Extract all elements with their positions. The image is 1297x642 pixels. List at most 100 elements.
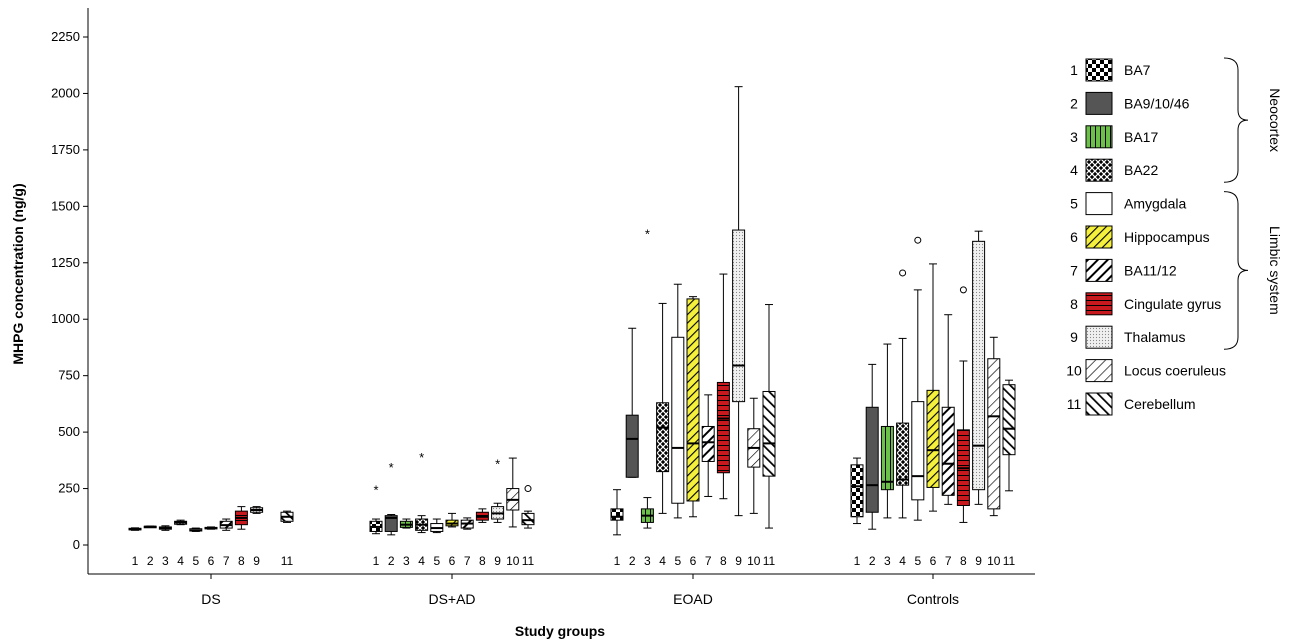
box-body [941,406,955,496]
region-number-label: 2 [629,554,636,568]
box-thalamus [250,506,264,514]
box-body [701,425,715,462]
region-number-label: 2 [388,554,395,568]
box-locus-coeruleus [747,397,761,514]
legend-item-locus-coeruleus: 10 Locus coeruleus [1066,359,1226,383]
legend-item-ba9-10-46: 2 BA9/10/46 [1070,91,1190,115]
legend-swatch [1085,192,1113,216]
region-number-label: 10 [506,554,520,568]
box-locus-coeruleus [987,336,1001,517]
x-tick-label: Controls [907,591,959,607]
region-number-label: 8 [720,554,727,568]
legend-swatch [1085,359,1113,383]
group-DS+AD: 1 2 3 4 5 6 7 8 9 10 11 * * * * [369,450,535,568]
legend: 1 BA7 2 BA9/10/46 3 BA17 4 BA22 5 Amygdala 6 Hippoc… [1066,57,1283,416]
group-DS: 1 2 3 4 5 6 7 8 9 11 [128,506,294,568]
box-ba22 [174,519,188,526]
outlier-point [899,269,907,277]
box-hippocampus [445,512,459,528]
bracket-line [1223,191,1249,350]
outlier-point [959,286,967,294]
box-body [686,298,700,502]
box-ba9-10-46 [865,363,879,530]
box-hippocampus [926,263,940,512]
x-tick-label: EOAD [673,591,713,607]
legend-number: 7 [1070,262,1078,278]
box-ba11-12 [460,517,474,530]
box-body [384,515,398,532]
outlier-point [524,485,532,493]
box-cingulate-gyrus [475,508,489,523]
box-ba9-10-46 [143,525,157,529]
region-number-label: 7 [464,554,471,568]
region-number-label: 3 [884,554,891,568]
legend-swatch [1085,225,1113,249]
legend-number: 9 [1070,329,1078,345]
outlier-extreme: * [645,226,650,241]
region-number-label: 8 [960,554,967,568]
box-body [896,422,910,486]
legend-swatch [1085,325,1113,349]
box-body [610,508,624,521]
region-number-label: 3 [644,554,651,568]
box-body [865,406,879,513]
y-tick-label: 250 [58,481,80,496]
legend-swatch [1085,392,1113,416]
legend-label: BA7 [1124,62,1151,78]
box-cerebellum [1002,379,1016,492]
box-ba17 [640,497,654,529]
legend-swatch [1085,258,1113,282]
legend-swatch [1085,292,1113,316]
box-hippocampus [686,296,700,518]
outlier-extreme: * [419,450,424,465]
box-ba7 [128,527,142,531]
region-number-label: 6 [449,554,456,568]
bracket-limbic-system: Limbic system [1223,191,1283,350]
box-ba22 [656,302,670,514]
box-ba11-12 [701,394,715,497]
region-number-label: 2 [869,554,876,568]
legend-swatch [1085,91,1113,115]
box-amygdala [189,527,203,532]
legend-item-ba7: 1 BA7 [1070,58,1151,82]
legend-number: 1 [1070,62,1078,78]
region-number-label: 10 [987,554,1001,568]
legend-label: Locus coeruleus [1124,363,1226,379]
y-tick-label: 2000 [51,85,80,100]
legend-number: 8 [1070,296,1078,312]
box-ba11-12 [219,518,233,531]
group-EOAD: 1 2 3 4 5 6 7 8 9 10 11 * [610,86,776,568]
axes: 0 250 500 750 1000 1250 1500 1750 2000 2250 DS DS+A… [51,8,1035,607]
plot-area: 1 2 3 4 5 6 7 8 9 11 1 2 3 4 5 6 7 8 9 10 11*** *1 2 3 4 5 6 7 8 9 10 1… [128,86,1016,568]
box-ba22 [896,337,910,519]
box-body [671,336,685,504]
region-number-label: 2 [147,554,154,568]
region-number-label: 3 [162,554,169,568]
legend-label: BA9/10/46 [1124,95,1190,111]
bracket-neocortex: Neocortex [1223,57,1283,183]
legend-swatch [1085,58,1113,82]
region-number-label: 9 [494,554,501,568]
box-body [1002,384,1016,456]
region-number-label: 4 [899,554,906,568]
legend-item-ba17: 3 BA17 [1070,125,1158,149]
outlier-extreme: * [389,460,394,475]
box-hippocampus [204,526,218,530]
box-thalamus [732,86,746,517]
box-cerebellum [280,510,294,523]
region-number-label: 6 [690,554,697,568]
region-number-label: 11 [1003,554,1016,568]
outlier-extreme: * [495,457,500,472]
bracket-label: Limbic system [1267,226,1283,315]
region-number-label: 10 [747,554,761,568]
box-amygdala [430,518,444,534]
box-ba7 [369,518,383,535]
box-body [972,240,986,491]
box-body [625,414,639,478]
box-cingulate-gyrus [716,273,730,500]
y-tick-label: 1500 [51,198,80,213]
x-axis-title: Study groups [515,623,605,639]
legend-item-cerebellum: 11 Cerebellum [1067,392,1196,416]
box-cerebellum [762,304,776,529]
